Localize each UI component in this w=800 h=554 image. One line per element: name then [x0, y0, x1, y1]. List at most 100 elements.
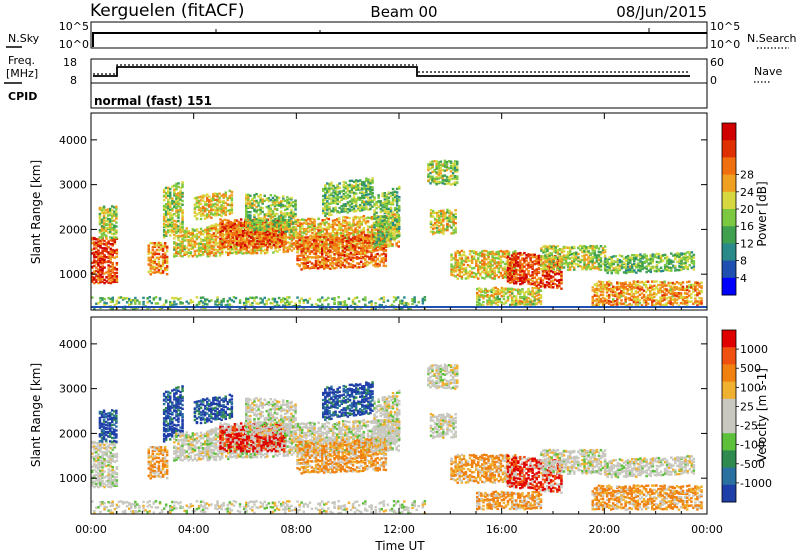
power-cell [427, 179, 430, 182]
power-cell [362, 249, 365, 252]
power-cell [93, 241, 96, 244]
power-cell [491, 277, 494, 280]
power-cell [349, 258, 353, 261]
power-cell [445, 178, 449, 181]
power-cell [249, 200, 252, 203]
power-cell [375, 201, 378, 204]
power-cell [113, 266, 117, 269]
power-cell [477, 277, 480, 280]
power-cell [220, 246, 224, 249]
power-cell [499, 258, 503, 261]
power-cell [239, 239, 243, 242]
noise-sky-line [92, 32, 707, 47]
power-cell [487, 255, 490, 258]
power-cell [362, 256, 365, 259]
power-cell [462, 273, 466, 276]
power-cell [241, 234, 245, 237]
power-cell [339, 252, 342, 255]
power-cell [173, 226, 176, 229]
power-cell [521, 253, 524, 256]
power-cell [227, 241, 230, 245]
power-cell [483, 271, 486, 275]
power-cell [283, 236, 286, 239]
power-cell [519, 270, 522, 274]
power-cell [239, 230, 243, 234]
power-cell [539, 300, 543, 303]
power-cell [147, 247, 150, 251]
power-cell [294, 228, 297, 232]
power-cell [278, 236, 282, 239]
power-cell [298, 243, 301, 246]
power-cell [348, 203, 352, 207]
power-cell [504, 300, 508, 303]
power-cell [175, 195, 178, 198]
power-cell [352, 223, 355, 226]
power-cell [323, 240, 326, 244]
power-cell [344, 184, 348, 188]
power-cell [173, 246, 176, 249]
power-cell [379, 226, 382, 229]
power-cell [288, 229, 291, 233]
power-cell [533, 297, 536, 300]
power-cell [290, 220, 293, 223]
power-cell [318, 238, 322, 241]
power-cell [501, 274, 505, 277]
power-cell [210, 244, 214, 248]
power-cell [226, 196, 229, 200]
power-cell [199, 250, 203, 253]
power-cell [558, 270, 561, 273]
power-cell [115, 277, 119, 280]
power-cell [321, 219, 324, 222]
power-cell [346, 216, 349, 219]
power-cell [435, 177, 438, 180]
power-cell [327, 224, 331, 228]
power-cell [537, 290, 541, 293]
power-cell [221, 234, 224, 237]
power-cell [352, 207, 356, 211]
power-cell [288, 223, 291, 226]
power-cell [317, 217, 320, 220]
power-cell [101, 265, 104, 268]
power-cell [448, 211, 451, 215]
power-cell [310, 265, 314, 269]
power-cell [269, 209, 273, 213]
power-cell [351, 236, 355, 239]
power-cell [321, 246, 324, 249]
power-cell [296, 243, 300, 247]
power-cell [267, 210, 271, 213]
power-cell [513, 269, 516, 273]
power-cell [222, 209, 225, 213]
power-cell [472, 251, 476, 255]
power-cell [371, 195, 374, 198]
power-cell [264, 238, 267, 242]
power-cell [552, 286, 555, 289]
power-cell [450, 216, 453, 219]
power-cell [395, 220, 399, 223]
power-cell [101, 247, 104, 250]
power-cell [271, 225, 275, 228]
power-cell [489, 261, 492, 264]
power-cell [288, 203, 291, 206]
power-cell [175, 223, 178, 226]
power-cell [327, 259, 330, 262]
power-cell [374, 247, 377, 250]
power-cell [100, 218, 104, 221]
power-cell [309, 219, 312, 223]
power-cell [383, 210, 387, 213]
power-cell [342, 207, 345, 210]
power-cell [203, 217, 207, 220]
power-cell [558, 281, 561, 284]
power-cell [298, 226, 302, 229]
power-cell [374, 262, 377, 266]
power-cell [344, 181, 348, 184]
power-cell [271, 203, 275, 206]
power-cell [309, 246, 312, 249]
power-cell [113, 224, 116, 227]
power-cell [348, 179, 352, 183]
power-cell [361, 206, 364, 210]
power-cell [259, 210, 262, 213]
power-cell [111, 239, 114, 242]
power-cell [340, 208, 343, 211]
power-cell [201, 251, 205, 254]
power-cell [181, 191, 184, 195]
